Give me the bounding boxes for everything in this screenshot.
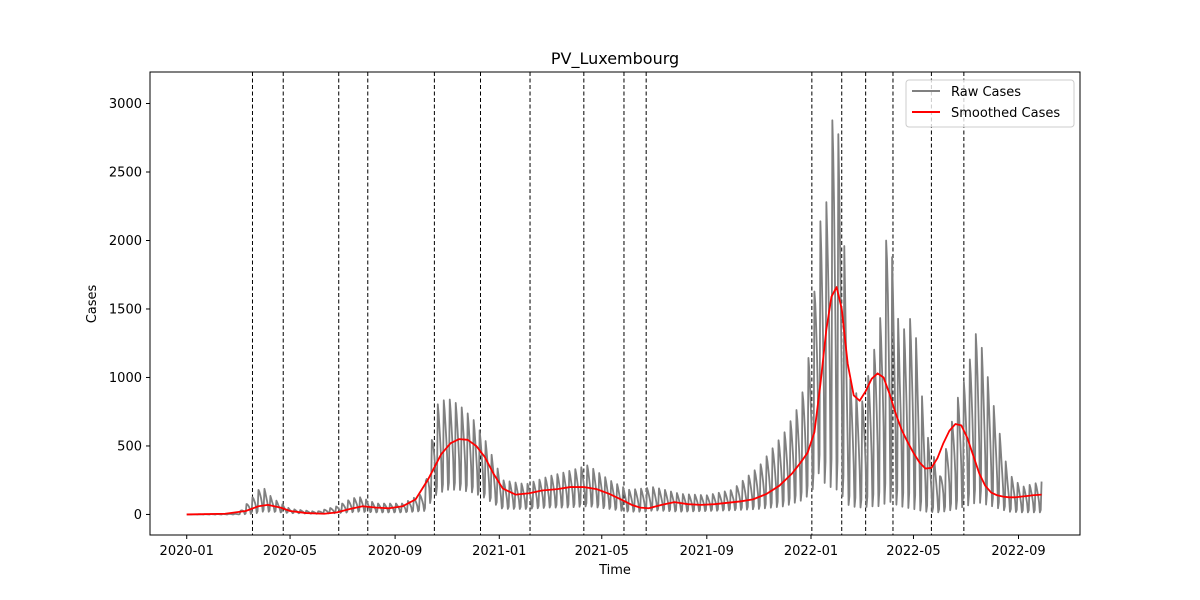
- x-axis-label: Time: [598, 563, 631, 578]
- y-tick-label: 2000: [109, 234, 142, 249]
- chart-title: PV_Luxembourg: [551, 49, 679, 69]
- legend-box: [905, 79, 1075, 128]
- y-axis-ticks: 0 500 1000 1500 2000 2500 3000: [109, 97, 150, 523]
- y-tick-label: 1500: [109, 302, 142, 317]
- y-tick-label: 3000: [109, 97, 142, 112]
- x-tick-label: 2022-05: [886, 544, 940, 559]
- y-tick-label: 500: [117, 439, 142, 454]
- series-smoothed-cases-line: [186, 286, 1042, 516]
- y-tick-label: 2500: [109, 165, 142, 180]
- series-group: [186, 119, 1043, 516]
- x-tick-label: 2022-09: [991, 544, 1045, 559]
- x-axis-ticks: 2020-01 2020-05 2020-09 2021-01 2021-05 2021-…: [160, 535, 1046, 559]
- x-tick-label: 2021-09: [680, 544, 734, 559]
- legend-label-smoothed-cases: Smoothed Cases: [951, 106, 1060, 121]
- x-tick-label: 2020-09: [368, 544, 422, 559]
- x-tick-label: 2020-05: [263, 544, 317, 559]
- y-tick-label: 0: [134, 508, 142, 523]
- x-tick-label: 2020-01: [160, 544, 214, 559]
- x-tick-label: 2022-01: [784, 544, 838, 559]
- y-axis-label: Cases: [85, 284, 100, 323]
- x-tick-label: 2021-01: [472, 544, 526, 559]
- x-tick-label: 2021-05: [575, 544, 629, 559]
- legend: Raw Cases Smoothed Cases: [905, 79, 1075, 128]
- axes-frame: [149, 71, 1081, 536]
- legend-label-raw-cases: Raw Cases: [951, 85, 1021, 100]
- y-tick-label: 1000: [109, 371, 142, 386]
